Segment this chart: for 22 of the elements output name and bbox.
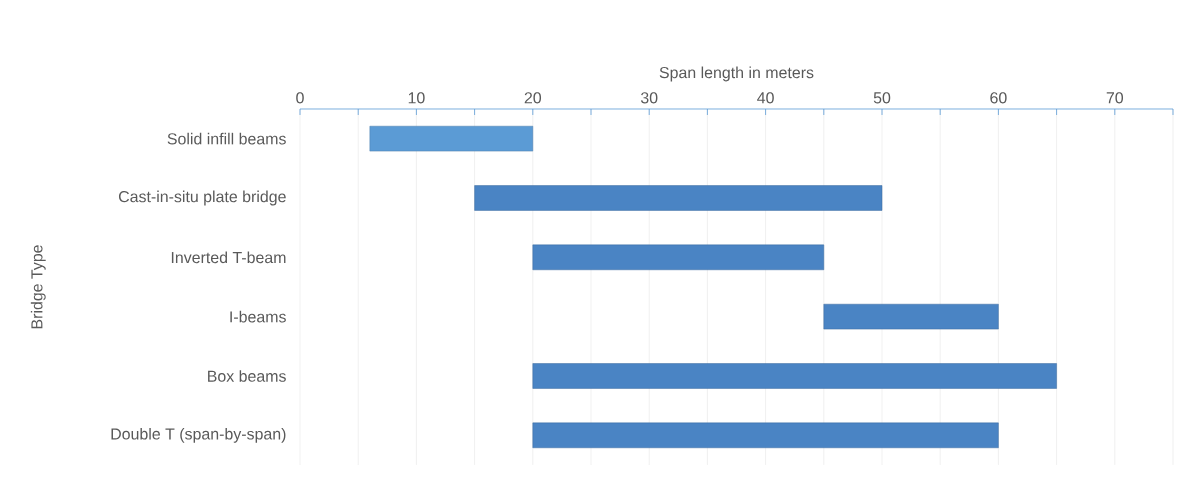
x-tick-label: 20 [524,92,542,104]
y-tick-label: Box beams [208,370,286,382]
y-tick-label: Solid infill beams [167,132,286,145]
bar [823,303,999,330]
y-tick-label: Inverted T-beam [171,251,286,264]
x-tick-label: 30 [640,92,658,104]
bar [532,422,999,449]
bar [474,185,883,211]
x-axis-title: Span length in meters [659,66,814,82]
x-tick-label: 70 [1106,92,1124,104]
bar [369,125,534,152]
bar [532,244,825,271]
x-tick-label: 10 [408,92,425,104]
x-tick-label: 0 [296,92,304,104]
bar [532,363,1057,389]
x-tick-label: 50 [873,92,891,104]
y-tick-label: Double T (span-by-span) [111,427,286,443]
x-tick-label: 40 [757,92,774,104]
y-tick-label: Cast-in-situ plate bridge [118,190,286,206]
y-tick-label: I-beams [230,310,286,323]
y-axis-title: Bridge Type [30,245,46,329]
x-tick-label: 60 [990,92,1007,104]
